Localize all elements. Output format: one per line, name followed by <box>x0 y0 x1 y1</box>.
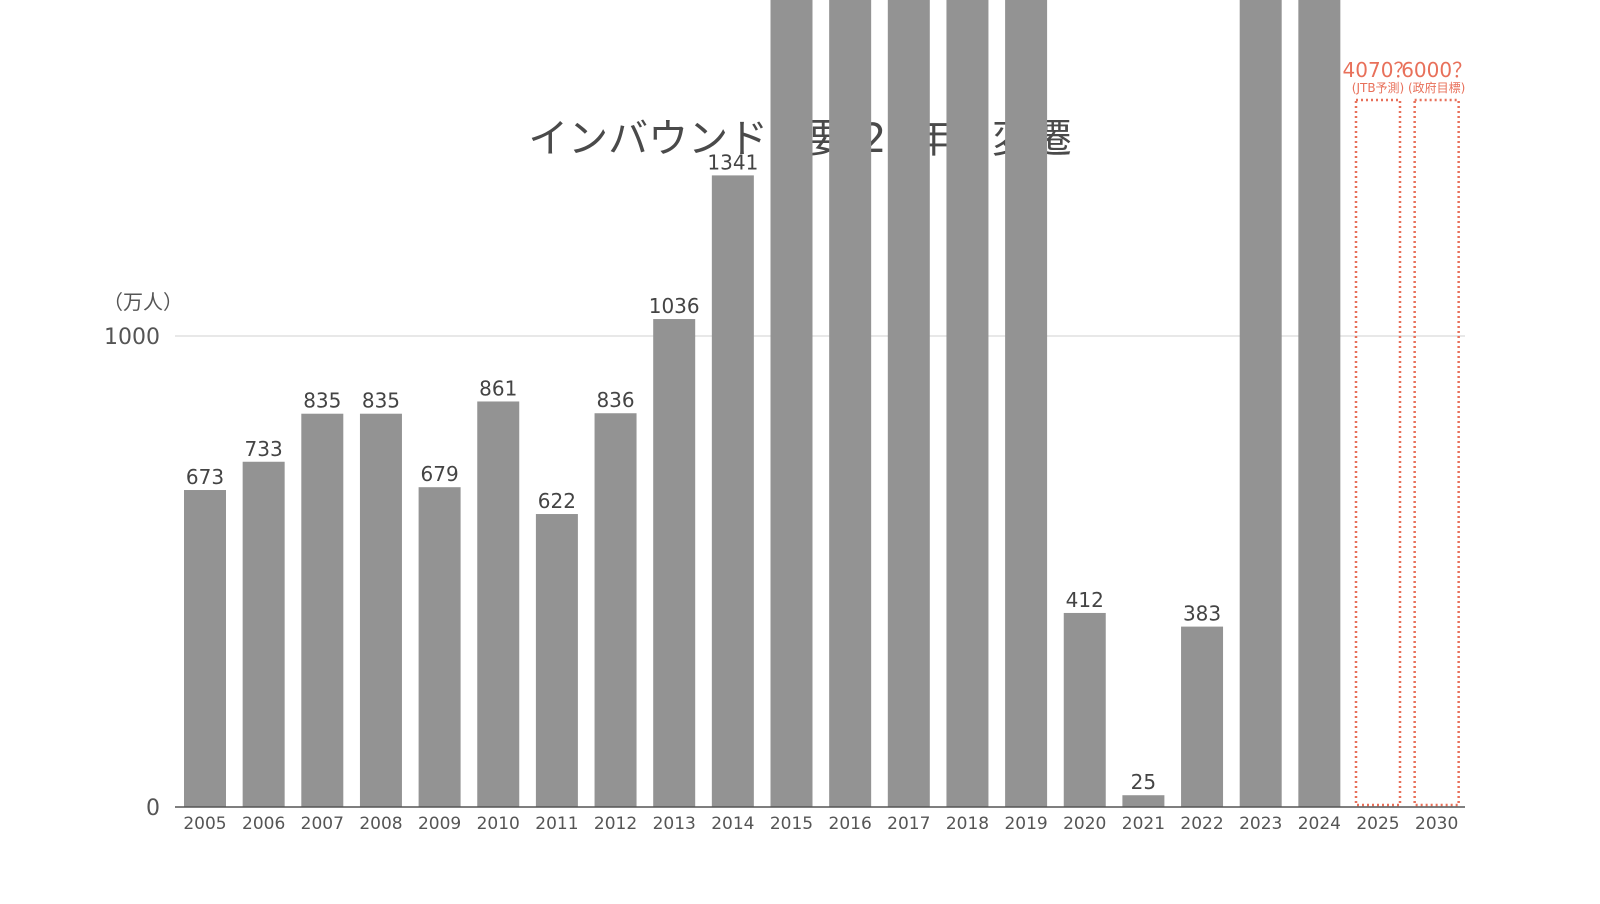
bar-2015 <box>770 0 813 808</box>
x-tick-label: 2025 <box>1356 814 1399 834</box>
x-tick-label: 2006 <box>242 814 285 834</box>
projection-value-label-2025: 4070？ <box>1343 58 1414 82</box>
x-tick-label: 2018 <box>946 814 989 834</box>
x-tick-label: 2015 <box>770 814 813 834</box>
x-tick-label: 2030 <box>1415 814 1458 834</box>
bar-2005 <box>184 490 226 807</box>
projection-bar-2030 <box>1413 98 1460 807</box>
x-tick-label: 2021 <box>1122 814 1165 834</box>
bar-2016 <box>829 0 872 808</box>
bar-2012 <box>594 413 637 807</box>
x-tick-label: 2005 <box>183 814 226 834</box>
x-tick-label: 2009 <box>418 814 461 834</box>
x-tick-label: 2024 <box>1298 814 1341 834</box>
projection-value-label-2030: 6000？ <box>1401 58 1472 82</box>
bar-2010 <box>477 401 520 807</box>
value-label-2005: 673 <box>186 465 224 489</box>
x-tick-label: 2011 <box>535 814 578 834</box>
value-label-2008: 835 <box>362 389 400 413</box>
bars <box>184 0 1341 808</box>
bar-2011 <box>535 514 578 807</box>
value-label-2012: 836 <box>596 388 634 412</box>
bar-2023 <box>1239 0 1282 807</box>
bar-2021 <box>1122 795 1165 807</box>
x-tick-label: 2013 <box>653 814 696 834</box>
y-axis-ticks: 01000200030004000 <box>104 325 160 821</box>
x-tick-label: 2023 <box>1239 814 1282 834</box>
bar-2018 <box>946 0 989 807</box>
x-tick-label: 2017 <box>887 814 930 834</box>
x-tick-label: 2010 <box>477 814 520 834</box>
value-label-2011: 622 <box>538 489 576 513</box>
y-axis-unit-label: （万人） <box>103 290 183 314</box>
x-tick-label: 2022 <box>1180 814 1223 834</box>
value-labels: 6737338358356798616228361036134119742404… <box>186 58 1472 794</box>
value-label-2010: 861 <box>479 376 517 400</box>
value-label-2021: 25 <box>1131 770 1156 794</box>
projection-note-label-2030: (政府目標) <box>1408 80 1465 95</box>
y-tick-label: 0 <box>146 796 160 821</box>
value-label-2014: 1341 <box>707 150 758 174</box>
projection-bar-2025 <box>1354 98 1402 807</box>
bar-2013 <box>653 319 696 807</box>
bar-2020 <box>1063 612 1106 807</box>
bar-2024 <box>1298 0 1341 807</box>
projection-boxes <box>1354 98 1460 807</box>
value-label-2022: 383 <box>1183 602 1221 626</box>
x-tick-label: 2008 <box>359 814 402 834</box>
bar-2008 <box>359 413 402 807</box>
x-tick-label: 2014 <box>711 814 754 834</box>
value-label-2013: 1036 <box>649 294 700 318</box>
bar-2022 <box>1181 626 1224 807</box>
value-label-2020: 412 <box>1066 588 1104 612</box>
bar-2017 <box>887 0 930 807</box>
y-tick-label: 1000 <box>104 325 160 350</box>
bar-2014 <box>711 175 754 807</box>
value-label-2006: 733 <box>245 437 283 461</box>
x-tick-label: 2007 <box>301 814 344 834</box>
projection-note-label-2025: (JTB予測) <box>1352 81 1404 95</box>
bar-2009 <box>418 487 461 807</box>
x-tick-label: 2019 <box>1004 814 1047 834</box>
bar-2019 <box>1005 0 1048 807</box>
x-axis-ticks: 2005 2006 2007 2008 2009 2010 2011 2012 2013 2014… <box>183 814 1458 834</box>
bar-2007 <box>301 413 344 807</box>
x-tick-label: 2012 <box>594 814 637 834</box>
x-tick-label: 2016 <box>829 814 872 834</box>
x-tick-label: 2020 <box>1063 814 1106 834</box>
value-label-2007: 835 <box>303 389 341 413</box>
bar-2006 <box>242 461 285 807</box>
value-label-2009: 679 <box>421 462 459 486</box>
